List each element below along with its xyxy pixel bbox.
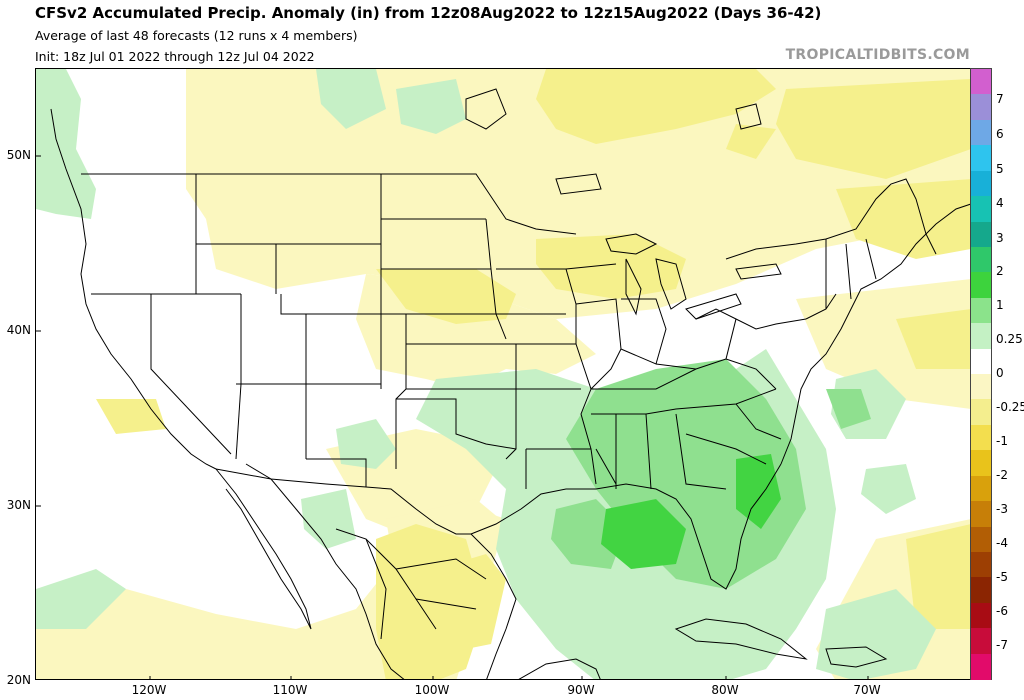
colorbar-label: -5 (996, 570, 1008, 584)
colorbar-segment (971, 450, 991, 477)
colorbar-segment (971, 221, 991, 248)
colorbar-segment (971, 69, 991, 96)
colorbar-segment (971, 526, 991, 553)
colorbar-segment (971, 196, 991, 223)
colorbar-segment (971, 119, 991, 146)
colorbar-segment (971, 475, 991, 502)
lat-label-20n: 20N (6, 673, 31, 687)
colorbar-segment (971, 501, 991, 528)
init-time: Init: 18z Jul 01 2022 through 12z Jul 04… (35, 49, 315, 64)
coastlines (50, 88, 970, 679)
colorbar-label: -1 (996, 434, 1008, 448)
colorbar-label: 0 (996, 366, 1004, 380)
colorbar-segment (971, 628, 991, 655)
colorbar-label: -6 (996, 604, 1008, 618)
colorbar-segment (971, 577, 991, 604)
borders (81, 173, 937, 640)
lon-label-80w: 80W (711, 683, 739, 697)
chart-subtitle: Average of last 48 forecasts (12 runs x … (35, 28, 358, 43)
colorbar-label: 5 (996, 162, 1004, 176)
lon-label-70w: 70W (853, 683, 881, 697)
colorbar-label: 0.25 (996, 332, 1023, 346)
brand-watermark: TROPICALTIDBITS.COM (785, 47, 970, 63)
colorbar-segment (971, 94, 991, 121)
colorbar-segment (971, 348, 991, 375)
colorbar-label: 1 (996, 298, 1004, 312)
colorbar-label: 2 (996, 264, 1004, 278)
lat-label-40n: 40N (6, 323, 31, 337)
colorbar-label: -4 (996, 536, 1008, 550)
map-svg (36, 69, 970, 679)
colorbar-segment (971, 272, 991, 299)
colorbar-label: 4 (996, 196, 1004, 210)
lat-label-50n: 50N (6, 148, 31, 162)
chart-title: CFSv2 Accumulated Precip. Anomaly (in) f… (35, 4, 822, 22)
colorbar-segment (971, 246, 991, 273)
colorbar-segment (971, 551, 991, 578)
colorbar-segment (971, 170, 991, 197)
colorbar-segment (971, 323, 991, 350)
chart-header: CFSv2 Accumulated Precip. Anomaly (in) f… (0, 0, 1024, 68)
colorbar-segment (971, 297, 991, 324)
lon-label-90w: 90W (567, 683, 595, 697)
colorbar-label: 7 (996, 92, 1004, 106)
colorbar-segment (971, 602, 991, 629)
colorbar (970, 68, 992, 680)
graticule-ticks (36, 155, 869, 679)
colorbar-label: -0.25 (996, 400, 1024, 414)
lon-label-120w: 120W (131, 683, 167, 697)
precip-anomaly-map (35, 68, 970, 680)
colorbar-label: 3 (996, 231, 1004, 245)
lon-label-110w: 110W (272, 683, 308, 697)
colorbar-label: -3 (996, 502, 1008, 516)
colorbar-label: -7 (996, 638, 1008, 652)
anomaly-dark-green (601, 454, 781, 569)
lon-label-100w: 100W (414, 683, 450, 697)
colorbar-segment (971, 653, 991, 680)
colorbar-segment (971, 424, 991, 451)
anomaly-yellow (96, 69, 970, 679)
colorbar-label: 6 (996, 127, 1004, 141)
colorbar-segment (971, 374, 991, 401)
lat-label-30n: 30N (6, 498, 31, 512)
colorbar-label: -2 (996, 468, 1008, 482)
colorbar-segment (971, 399, 991, 426)
colorbar-segment (971, 145, 991, 172)
